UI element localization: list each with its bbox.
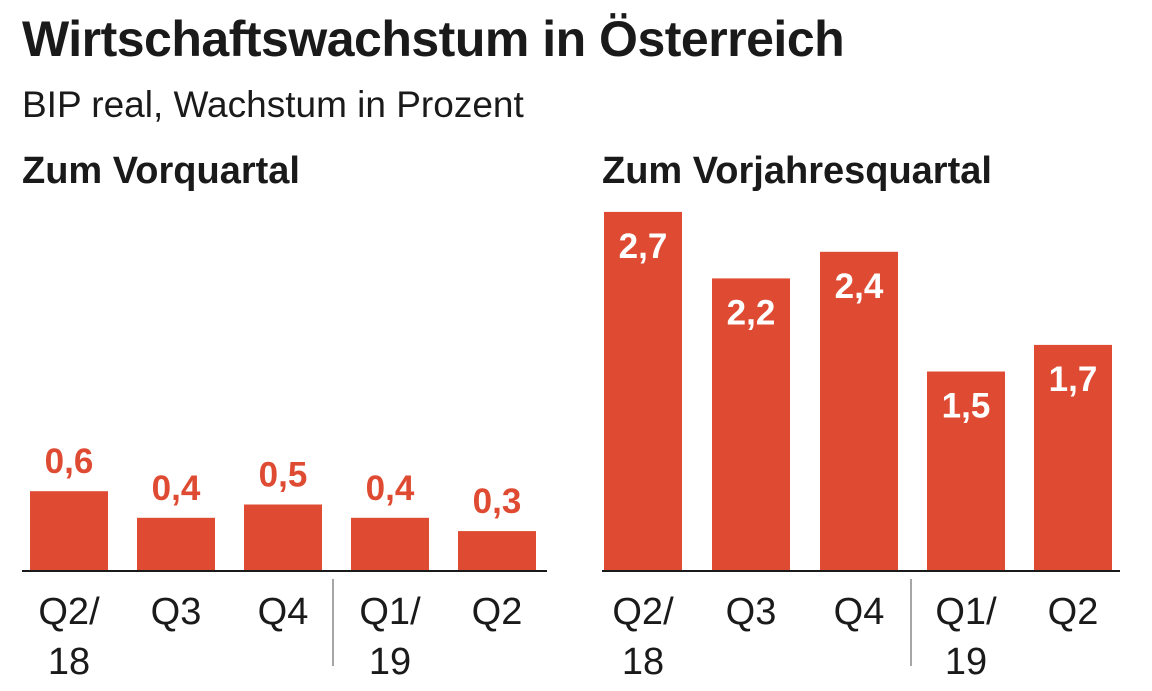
tick-label-year-vorjahresquartal-3: 19 <box>945 641 987 683</box>
bar-vorjahresquartal-0 <box>604 211 682 571</box>
tick-label-vorjahresquartal-3: Q1/ <box>935 591 997 633</box>
tick-label-year-vorquartal-0: 18 <box>48 641 90 683</box>
value-label-vorjahresquartal-4: 1,7 <box>1049 360 1098 399</box>
bar-vorquartal-4 <box>458 531 536 571</box>
chart-title: Wirtschaftswachstum in Österreich <box>22 11 845 67</box>
value-label-vorjahresquartal-1: 2,2 <box>727 293 776 332</box>
bar-vorquartal-1 <box>137 517 215 571</box>
value-label-vorquartal-3: 0,4 <box>366 469 415 508</box>
panel-title-vorjahresquartal: Zum Vorjahresquartal <box>602 150 992 192</box>
panel-title-vorquartal: Zum Vorquartal <box>22 150 300 192</box>
tick-label-vorjahresquartal-0: Q2/ <box>612 591 674 633</box>
bar-vorjahresquartal-2 <box>820 251 898 572</box>
tick-label-vorquartal-3: Q1/ <box>359 591 421 633</box>
tick-label-vorquartal-1: Q3 <box>151 591 202 633</box>
tick-label-vorquartal-4: Q2 <box>472 591 523 633</box>
value-label-vorquartal-4: 0,3 <box>473 482 522 521</box>
bar-vorquartal-2 <box>244 504 322 571</box>
bar-vorjahresquartal-3 <box>927 371 1005 571</box>
value-label-vorjahresquartal-0: 2,7 <box>619 227 668 266</box>
value-label-vorjahresquartal-3: 1,5 <box>942 387 991 426</box>
tick-label-vorjahresquartal-1: Q3 <box>726 591 777 633</box>
bar-vorjahresquartal-4 <box>1034 344 1112 571</box>
chart-subtitle: BIP real, Wachstum in Prozent <box>22 84 524 125</box>
bar-vorquartal-3 <box>351 517 429 571</box>
tick-label-vorquartal-2: Q4 <box>258 591 309 633</box>
bar-vorquartal-0 <box>30 491 108 571</box>
value-label-vorjahresquartal-2: 2,4 <box>835 267 884 306</box>
value-label-vorquartal-1: 0,4 <box>152 469 201 508</box>
tick-label-vorjahresquartal-2: Q4 <box>834 591 885 633</box>
tick-label-year-vorjahresquartal-0: 18 <box>622 641 664 683</box>
value-label-vorquartal-2: 0,5 <box>259 456 308 495</box>
tick-label-year-vorquartal-3: 19 <box>369 641 411 683</box>
value-label-vorquartal-0: 0,6 <box>45 442 94 481</box>
tick-label-vorjahresquartal-4: Q2 <box>1048 591 1099 633</box>
bar-vorjahresquartal-1 <box>712 278 790 571</box>
tick-label-vorquartal-0: Q2/ <box>38 591 100 633</box>
